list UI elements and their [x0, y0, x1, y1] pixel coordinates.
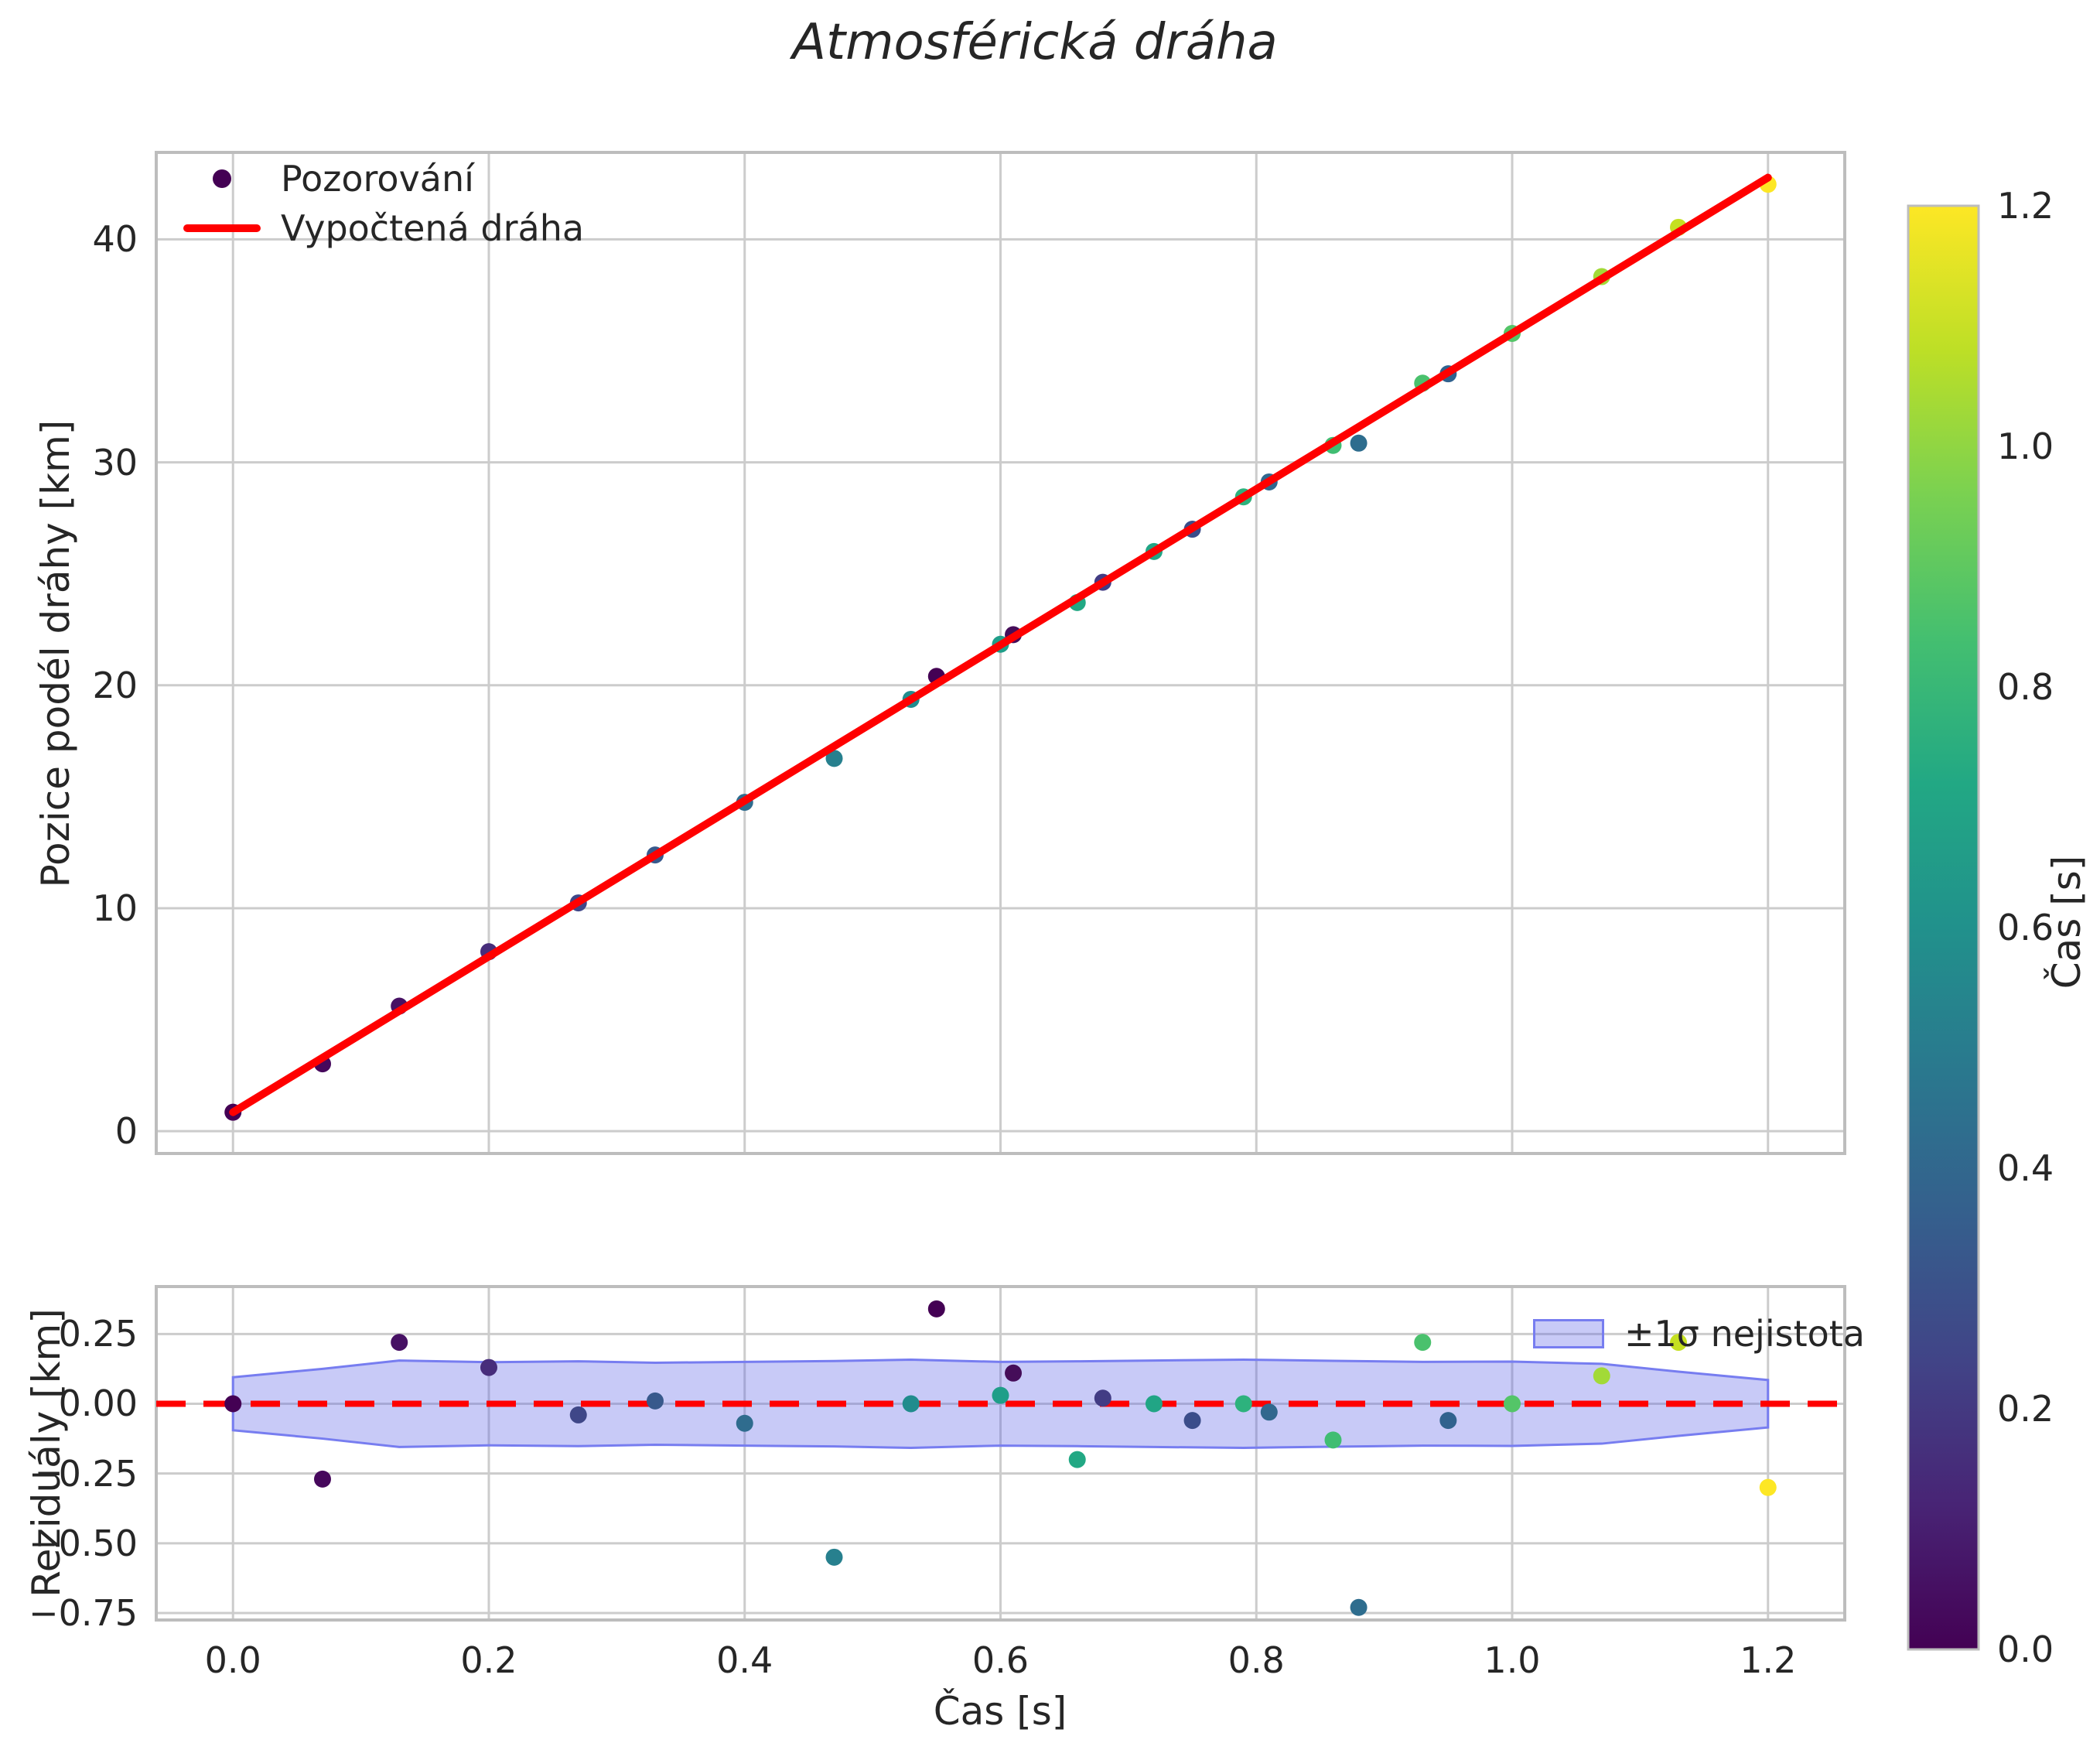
residual-point: [480, 1359, 497, 1376]
colorbar-tick-label: 0.6: [1997, 907, 2054, 948]
chart-title: Atmosférická dráha: [792, 14, 1278, 71]
trend-line: [229, 173, 1772, 1116]
y-tick-label: −0.50: [29, 1522, 138, 1564]
main-y-axis-label: Pozice podél dráhy [km]: [33, 419, 78, 888]
main-legend: Pozorování Vypočtená dráha: [183, 158, 585, 249]
observations-dot-icon: [213, 169, 231, 188]
y-tick-label: 40: [92, 218, 138, 261]
colorbar-gradient: [1907, 204, 1980, 1651]
uncertainty-legend-label: ±1σ nejistota: [1624, 1313, 1865, 1355]
y-tick-label: 0.25: [58, 1313, 138, 1355]
observations-marker-box: [183, 169, 261, 188]
residual-point: [1145, 1395, 1163, 1413]
legend-row-observations: Pozorování: [183, 158, 584, 200]
legend-row-uncertainty: ±1σ nejistota: [1533, 1313, 1865, 1355]
x-tick-label: 0.2: [460, 1639, 517, 1681]
colorbar-tick-label: 0.2: [1997, 1388, 2054, 1430]
colorbar-tick-label: 0.4: [1997, 1147, 2054, 1189]
axes-frame: [155, 1285, 1846, 1622]
residual-point: [224, 1395, 242, 1413]
residual-point: [1324, 1431, 1342, 1449]
residual-point: [1670, 1334, 1688, 1352]
residual-point: [992, 1386, 1009, 1404]
residual-point: [646, 1392, 664, 1410]
x-tick-label: 1.2: [1740, 1639, 1797, 1681]
residual-legend: ±1σ nejistota: [1533, 1313, 1865, 1355]
x-tick-label: 0.4: [716, 1639, 773, 1681]
residual-point: [1414, 1334, 1432, 1352]
residual-point: [1593, 1367, 1610, 1385]
y-tick-label: 0.00: [58, 1382, 138, 1425]
residual-point: [902, 1395, 920, 1413]
x-tick-label: 1.0: [1484, 1639, 1541, 1681]
residual-point: [1005, 1364, 1023, 1382]
residual-point: [569, 1406, 587, 1423]
residual-point: [391, 1334, 408, 1352]
residual-point: [1759, 1478, 1777, 1496]
legend-row-fitted-line: Vypočtená dráha: [183, 207, 585, 249]
residual-point: [1350, 1598, 1368, 1616]
colorbar-tick-label: 0.8: [1997, 666, 2054, 708]
observation-point: [1350, 434, 1368, 452]
residual-point: [1260, 1403, 1278, 1421]
x-tick-label: 0.8: [1228, 1639, 1285, 1681]
y-tick-label: 10: [92, 887, 138, 929]
uncertainty-band-icon: [1533, 1319, 1604, 1348]
residual-point: [736, 1414, 753, 1432]
residual-point: [1439, 1412, 1457, 1430]
y-tick-label: 30: [92, 441, 138, 484]
residual-point: [1068, 1451, 1086, 1468]
y-tick-label: 20: [92, 664, 138, 706]
fitted-line-legend-label: Vypočtená dráha: [281, 207, 585, 249]
y-tick-label: 0: [114, 1110, 138, 1153]
residual-point: [1094, 1389, 1111, 1407]
axes-frame: [155, 151, 1846, 1155]
residual-point: [1234, 1395, 1252, 1413]
residual-point: [313, 1470, 331, 1488]
observation-point: [825, 750, 843, 767]
observations-legend-label: Pozorování: [281, 158, 474, 200]
x-tick-label: 0.6: [971, 1639, 1030, 1681]
residual-point: [1183, 1412, 1201, 1430]
colorbar-tick-label: 1.2: [1997, 185, 2054, 227]
colorbar-tick-label: 1.0: [1997, 425, 2054, 467]
y-tick-label: −0.25: [29, 1452, 138, 1495]
x-tick-label: 0.0: [204, 1639, 261, 1681]
fitted-line-marker-box: [183, 224, 261, 232]
residual-point: [825, 1548, 843, 1566]
residual-point: [1504, 1395, 1521, 1413]
fitted-line-icon: [183, 224, 261, 232]
y-tick-label: −0.75: [29, 1591, 138, 1634]
x-axis-label: Čas [s]: [933, 1689, 1067, 1734]
residual-point: [927, 1300, 945, 1318]
colorbar-tick-label: 0.0: [1997, 1629, 2054, 1670]
